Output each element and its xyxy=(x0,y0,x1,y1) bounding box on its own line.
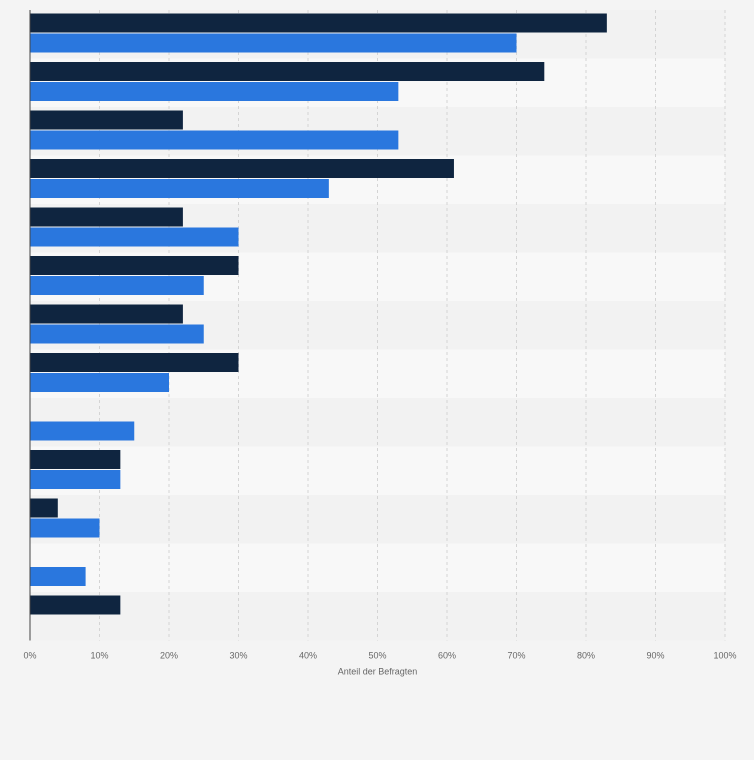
bar-series1-row10 xyxy=(30,450,121,469)
x-tick-label: 60% xyxy=(438,651,456,661)
x-tick-label: 80% xyxy=(577,651,595,661)
x-tick-labels: 0% 10% 20% 30% 40% 50% 60% 70% 80% 90% 100% xyxy=(23,651,736,661)
row-band-9 xyxy=(30,446,725,495)
bar-series2-row8 xyxy=(30,373,169,392)
bar-series2-row11 xyxy=(30,518,100,538)
bar-series1-row3 xyxy=(30,110,183,130)
bar-series2-row6 xyxy=(30,276,204,295)
x-tick-label: 20% xyxy=(160,651,178,661)
x-tick-label: 70% xyxy=(507,651,525,661)
bar-series2-row12 xyxy=(30,567,86,586)
x-tick-label: 90% xyxy=(646,651,664,661)
bar-series1-row1 xyxy=(30,13,607,33)
bar-series2-row10 xyxy=(30,470,121,489)
x-tick-label: 100% xyxy=(713,651,736,661)
bar-series2-row4 xyxy=(30,179,329,198)
bar-series1-row5 xyxy=(30,207,183,227)
bar-series1-row6 xyxy=(30,256,239,275)
bar-series2-row2 xyxy=(30,82,399,101)
bar-series1-row2 xyxy=(30,62,545,81)
bar-series2-row3 xyxy=(30,130,399,150)
bars xyxy=(30,13,607,615)
bar-series2-row1 xyxy=(30,33,517,53)
bar-series2-row9 xyxy=(30,421,135,441)
bar-series2-row5 xyxy=(30,227,239,247)
bar-series1-row11 xyxy=(30,498,58,518)
bar-series2-row7 xyxy=(30,324,204,344)
x-tick-label: 0% xyxy=(23,651,36,661)
bar-series1-row4 xyxy=(30,159,454,178)
bar-series1-row8 xyxy=(30,353,239,372)
x-tick-label: 30% xyxy=(229,651,247,661)
x-tick-label: 50% xyxy=(368,651,386,661)
x-axis-title: Anteil der Befragten xyxy=(338,667,418,677)
x-tick-label: 10% xyxy=(90,651,108,661)
bar-series1-row13 xyxy=(30,595,121,615)
x-tick-label: 40% xyxy=(299,651,317,661)
bar-series1-row7 xyxy=(30,304,183,324)
